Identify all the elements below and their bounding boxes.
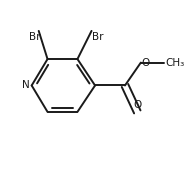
Text: Br: Br [29, 32, 40, 42]
Text: O: O [142, 58, 150, 68]
Text: N: N [22, 80, 30, 90]
Text: O: O [133, 100, 141, 111]
Text: CH₃: CH₃ [165, 58, 184, 68]
Text: Br: Br [92, 32, 104, 42]
